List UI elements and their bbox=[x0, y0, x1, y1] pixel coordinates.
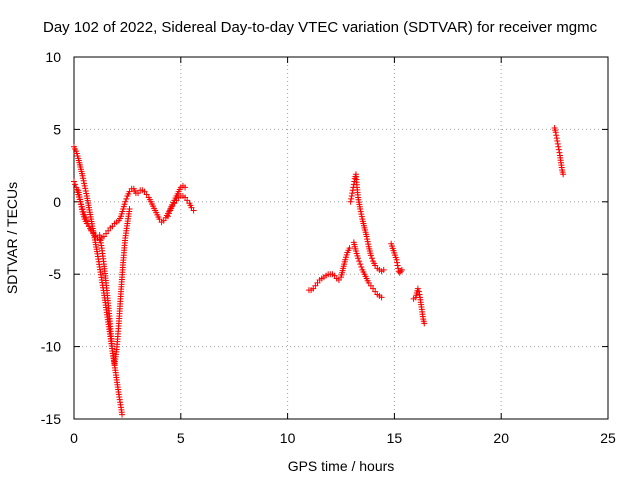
data-point bbox=[348, 195, 355, 202]
data-point bbox=[72, 181, 79, 188]
data-point bbox=[364, 236, 371, 243]
data-point bbox=[553, 135, 560, 142]
data-point bbox=[395, 265, 402, 272]
data-point bbox=[182, 184, 189, 191]
data-point bbox=[554, 137, 561, 144]
data-point bbox=[164, 213, 171, 220]
data-point bbox=[416, 291, 423, 298]
data-point bbox=[357, 206, 364, 213]
data-point bbox=[356, 258, 363, 265]
data-point bbox=[394, 259, 401, 266]
data-point bbox=[363, 233, 370, 240]
x-tick-label: 25 bbox=[600, 430, 616, 446]
x-tick-label: 0 bbox=[70, 430, 78, 446]
data-point bbox=[378, 294, 385, 301]
y-tick-label: -10 bbox=[41, 339, 61, 355]
x-tick-label: 10 bbox=[280, 430, 296, 446]
plot-frame bbox=[73, 56, 609, 420]
x-tick-label: 5 bbox=[177, 430, 185, 446]
data-point bbox=[81, 182, 88, 189]
data-point bbox=[394, 262, 401, 269]
data-point bbox=[347, 198, 354, 205]
data-point bbox=[414, 285, 421, 292]
y-tick-label: -15 bbox=[41, 411, 61, 427]
data-point bbox=[83, 190, 90, 197]
data-point bbox=[393, 256, 400, 263]
data-point bbox=[358, 263, 365, 270]
axis-ticks: 0 5 10 15 20 25 -15 -10 -5 0 5 10 bbox=[41, 49, 616, 446]
data-point bbox=[555, 146, 562, 153]
data-point bbox=[79, 172, 86, 179]
data-point bbox=[81, 180, 88, 187]
data-point bbox=[71, 178, 77, 185]
data-point bbox=[397, 268, 404, 275]
data-point bbox=[82, 185, 89, 192]
data-point bbox=[166, 210, 173, 217]
data-points bbox=[71, 124, 567, 418]
y-tick-label: 10 bbox=[45, 49, 61, 65]
data-point bbox=[122, 198, 129, 205]
data-point bbox=[80, 177, 87, 184]
data-point bbox=[348, 193, 355, 200]
data-point bbox=[357, 208, 364, 215]
data-point bbox=[82, 187, 89, 194]
data-point bbox=[78, 203, 85, 210]
data-point bbox=[380, 266, 387, 273]
data-point bbox=[349, 190, 356, 197]
y-tick-label: -5 bbox=[49, 266, 62, 282]
data-point bbox=[364, 238, 371, 245]
data-point bbox=[126, 206, 133, 213]
data-point bbox=[190, 207, 197, 214]
data-point bbox=[77, 198, 84, 205]
data-point bbox=[555, 143, 562, 150]
y-axis-label: SDTVAR / TECUs bbox=[4, 182, 20, 294]
data-point bbox=[346, 245, 353, 252]
data-point bbox=[554, 140, 561, 147]
data-point bbox=[560, 171, 567, 178]
data-point bbox=[123, 195, 130, 202]
x-tick-label: 15 bbox=[387, 430, 403, 446]
data-point bbox=[357, 261, 364, 268]
data-point bbox=[421, 320, 428, 327]
data-point bbox=[358, 213, 365, 220]
data-point bbox=[79, 206, 86, 213]
data-point bbox=[367, 252, 374, 259]
x-axis-label: GPS time / hours bbox=[288, 458, 395, 474]
gridlines bbox=[74, 57, 608, 419]
data-point bbox=[365, 241, 372, 248]
data-point bbox=[80, 175, 87, 182]
y-tick-label: 0 bbox=[53, 194, 61, 210]
data-point bbox=[355, 255, 362, 262]
data-point bbox=[553, 132, 560, 139]
x-tick-label: 20 bbox=[493, 430, 509, 446]
data-point bbox=[119, 411, 126, 418]
data-point bbox=[77, 201, 84, 208]
data-point bbox=[358, 211, 365, 218]
data-point bbox=[398, 266, 405, 273]
y-tick-label: 5 bbox=[53, 121, 61, 137]
data-point bbox=[368, 255, 375, 262]
data-point bbox=[556, 149, 563, 156]
data-point bbox=[552, 129, 559, 136]
data-point bbox=[415, 288, 422, 295]
chart-title: Day 102 of 2022, Sidereal Day-to-day VTE… bbox=[43, 19, 598, 36]
